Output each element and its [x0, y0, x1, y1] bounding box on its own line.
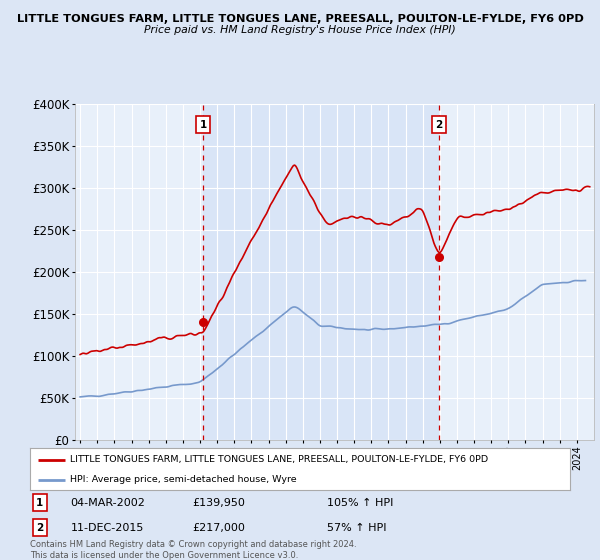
- Text: 1: 1: [36, 498, 43, 508]
- Text: 1: 1: [199, 120, 206, 129]
- Text: £139,950: £139,950: [192, 498, 245, 508]
- Text: £217,000: £217,000: [192, 522, 245, 533]
- Text: Price paid vs. HM Land Registry's House Price Index (HPI): Price paid vs. HM Land Registry's House …: [144, 25, 456, 35]
- Text: Contains HM Land Registry data © Crown copyright and database right 2024.
This d: Contains HM Land Registry data © Crown c…: [30, 540, 356, 560]
- Text: 2: 2: [435, 120, 442, 129]
- Text: 11-DEC-2015: 11-DEC-2015: [71, 522, 144, 533]
- Text: LITTLE TONGUES FARM, LITTLE TONGUES LANE, PREESALL, POULTON-LE-FYLDE, FY6 0PD: LITTLE TONGUES FARM, LITTLE TONGUES LANE…: [71, 455, 488, 464]
- Text: 04-MAR-2002: 04-MAR-2002: [71, 498, 145, 508]
- Text: 105% ↑ HPI: 105% ↑ HPI: [327, 498, 394, 508]
- Text: HPI: Average price, semi-detached house, Wyre: HPI: Average price, semi-detached house,…: [71, 475, 297, 484]
- Bar: [203, 104, 439, 440]
- Text: LITTLE TONGUES FARM, LITTLE TONGUES LANE, PREESALL, POULTON-LE-FYLDE, FY6 0PD: LITTLE TONGUES FARM, LITTLE TONGUES LANE…: [17, 14, 583, 24]
- Text: 57% ↑ HPI: 57% ↑ HPI: [327, 522, 386, 533]
- Text: 2: 2: [36, 522, 43, 533]
